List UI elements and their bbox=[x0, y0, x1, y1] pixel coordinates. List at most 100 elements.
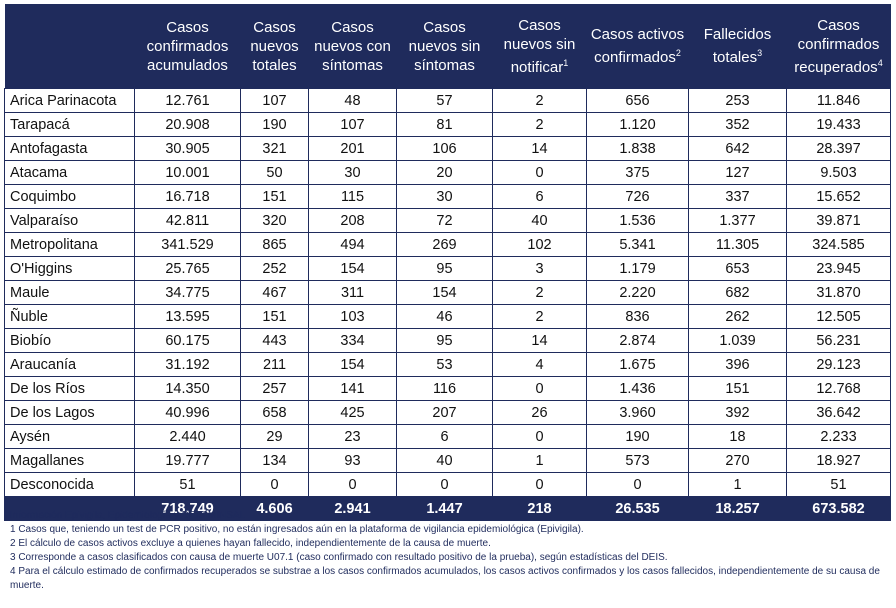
value-cell: 0 bbox=[492, 376, 587, 401]
total-value-cell: 26.535 bbox=[586, 496, 689, 521]
value-cell: 0 bbox=[586, 472, 689, 497]
value-cell: 30 bbox=[308, 160, 397, 185]
value-cell: 11.846 bbox=[786, 88, 891, 113]
value-cell: 19.433 bbox=[786, 112, 891, 137]
region-name-cell: Antofagasta bbox=[4, 136, 135, 161]
table-row: Aysén 2.440 29 23 6 0 190 18 2.233 bbox=[4, 424, 891, 449]
value-cell: 1.838 bbox=[586, 136, 689, 161]
value-cell: 0 bbox=[308, 472, 397, 497]
value-cell: 115 bbox=[308, 184, 397, 209]
value-cell: 324.585 bbox=[786, 232, 891, 257]
value-cell: 658 bbox=[240, 400, 309, 425]
value-cell: 682 bbox=[688, 280, 787, 305]
value-cell: 60.175 bbox=[134, 328, 241, 353]
value-cell: 494 bbox=[308, 232, 397, 257]
total-value-cell: 718.749 bbox=[134, 496, 241, 521]
value-cell: 19.777 bbox=[134, 448, 241, 473]
value-cell: 151 bbox=[240, 304, 309, 329]
table-row: De los Lagos 40.996 658 425 207 26 3.960 392 36.… bbox=[4, 400, 891, 425]
value-cell: 11.305 bbox=[688, 232, 787, 257]
value-cell: 1.536 bbox=[586, 208, 689, 233]
value-cell: 95 bbox=[396, 256, 493, 281]
total-value-cell: 673.582 bbox=[786, 496, 891, 521]
value-cell: 50 bbox=[240, 160, 309, 185]
value-cell: 28.397 bbox=[786, 136, 891, 161]
value-cell: 102 bbox=[492, 232, 587, 257]
value-cell: 39.871 bbox=[786, 208, 891, 233]
value-cell: 12.768 bbox=[786, 376, 891, 401]
table-body: Arica Parinacota 12.761 107 48 57 2 656 253 11.8… bbox=[4, 88, 891, 497]
value-cell: 51 bbox=[134, 472, 241, 497]
value-cell: 1.039 bbox=[688, 328, 787, 353]
value-cell: 2.440 bbox=[134, 424, 241, 449]
value-cell: 1 bbox=[688, 472, 787, 497]
value-cell: 253 bbox=[688, 88, 787, 113]
value-cell: 13.595 bbox=[134, 304, 241, 329]
value-cell: 190 bbox=[240, 112, 309, 137]
column-header: Casos confirmados recuperados4 bbox=[786, 4, 891, 89]
table-row: Arica Parinacota 12.761 107 48 57 2 656 253 11.8… bbox=[4, 88, 891, 113]
value-cell: 6 bbox=[492, 184, 587, 209]
footnote-marker: 4 bbox=[877, 57, 883, 68]
total-value-cell: 218 bbox=[492, 496, 587, 521]
table-row: Biobío 60.175 443 334 95 14 2.874 1.039 56.231 bbox=[4, 328, 891, 353]
value-cell: 14.350 bbox=[134, 376, 241, 401]
column-header: Casos activos confirmados2 bbox=[586, 4, 689, 89]
value-cell: 151 bbox=[240, 184, 309, 209]
report-container: Casos confirmados acumulados Casos nuevos… bbox=[4, 4, 891, 521]
table-row: Antofagasta 30.905 321 201 106 14 1.838 642 28.3… bbox=[4, 136, 891, 161]
table-row: Ñuble 13.595 151 103 46 2 836 262 12.505 bbox=[4, 304, 891, 329]
footnote-marker: 1 bbox=[563, 57, 569, 68]
table-row: Atacama 10.001 50 30 20 0 375 127 9.503 bbox=[4, 160, 891, 185]
region-name-cell: Biobío bbox=[4, 328, 135, 353]
value-cell: 81 bbox=[396, 112, 493, 137]
value-cell: 18 bbox=[688, 424, 787, 449]
value-cell: 29.123 bbox=[786, 352, 891, 377]
value-cell: 106 bbox=[396, 136, 493, 161]
value-cell: 341.529 bbox=[134, 232, 241, 257]
table-row: O'Higgins 25.765 252 154 95 3 1.179 653 23.945 bbox=[4, 256, 891, 281]
column-header-label: Casos nuevos totales bbox=[250, 18, 299, 74]
value-cell: 51 bbox=[786, 472, 891, 497]
value-cell: 134 bbox=[240, 448, 309, 473]
value-cell: 127 bbox=[688, 160, 787, 185]
value-cell: 201 bbox=[308, 136, 397, 161]
value-cell: 653 bbox=[688, 256, 787, 281]
value-cell: 252 bbox=[240, 256, 309, 281]
value-cell: 151 bbox=[688, 376, 787, 401]
value-cell: 2 bbox=[492, 88, 587, 113]
value-cell: 396 bbox=[688, 352, 787, 377]
total-value-cell: 1.447 bbox=[396, 496, 493, 521]
footnote-marker: 2 bbox=[675, 48, 681, 58]
value-cell: 0 bbox=[492, 424, 587, 449]
source-note: Información Epivigila, Epidemiología y D… bbox=[10, 510, 246, 521]
region-name-cell: Maule bbox=[4, 280, 135, 305]
value-cell: 46 bbox=[396, 304, 493, 329]
value-cell: 141 bbox=[308, 376, 397, 401]
region-name-cell: Araucanía bbox=[4, 352, 135, 377]
region-name-cell: De los Ríos bbox=[4, 376, 135, 401]
value-cell: 12.761 bbox=[134, 88, 241, 113]
value-cell: 6 bbox=[396, 424, 493, 449]
value-cell: 321 bbox=[240, 136, 309, 161]
value-cell: 726 bbox=[586, 184, 689, 209]
value-cell: 25.765 bbox=[134, 256, 241, 281]
region-name-cell: Ñuble bbox=[4, 304, 135, 329]
value-cell: 0 bbox=[492, 472, 587, 497]
region-name-cell: Coquimbo bbox=[4, 184, 135, 209]
totals-label-cell bbox=[4, 496, 135, 521]
value-cell: 107 bbox=[308, 112, 397, 137]
value-cell: 14 bbox=[492, 328, 587, 353]
table-row: Desconocida 51 0 0 0 0 0 1 51 bbox=[4, 472, 891, 497]
footnote-line: 3 Corresponde a casos clasificados con c… bbox=[10, 552, 668, 563]
value-cell: 2 bbox=[492, 304, 587, 329]
value-cell: 29 bbox=[240, 424, 309, 449]
value-cell: 40 bbox=[492, 208, 587, 233]
value-cell: 72 bbox=[396, 208, 493, 233]
value-cell: 20.908 bbox=[134, 112, 241, 137]
value-cell: 2 bbox=[492, 280, 587, 305]
table-row: Coquimbo 16.718 151 115 30 6 726 337 15.652 bbox=[4, 184, 891, 209]
value-cell: 0 bbox=[492, 160, 587, 185]
column-header-label: Casos nuevos sin notificar bbox=[503, 16, 576, 76]
column-header-label: Casos confirmados acumulados bbox=[146, 18, 229, 74]
